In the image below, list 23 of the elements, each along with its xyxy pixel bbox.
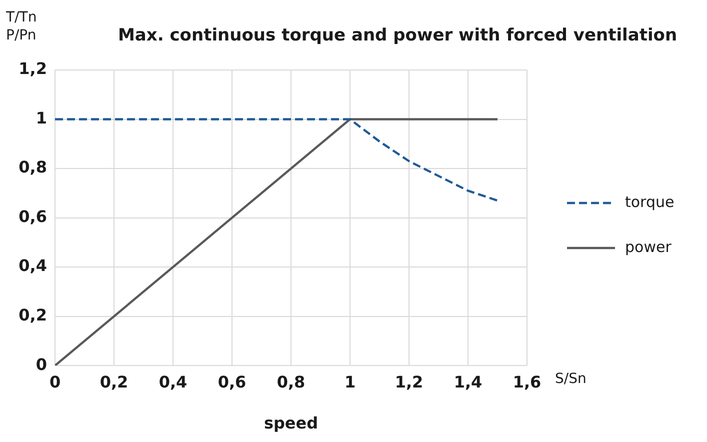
line-series [55,118,499,202]
x-tick-label: 0,8 [276,372,306,392]
text: S/Sn [555,371,586,388]
x-tick-label: 1,2 [394,372,424,392]
x-tick-label: 1 [344,372,356,392]
x-tick-label: 0 [49,372,61,392]
y-tick-label: 0,8 [18,158,47,177]
y-axis-title: T/Tn P/Pn [5,10,37,44]
y-tick-label: 1,2 [18,59,47,78]
x-tick-label: 1,6 [512,372,542,392]
y-tick-label: 1 [36,108,47,128]
y-tick-label: 0,4 [18,256,47,276]
x-tick-label: 0,6 [218,372,246,392]
y-tick-label: 0,2 [18,305,47,324]
x-tick-label: 1,4 [454,372,482,392]
y-tick-label: 0 [36,354,47,374]
y-tick-label: 0,6 [18,206,47,226]
x-axis-title: speed [264,414,318,433]
x-tick-label: 0,2 [100,372,128,392]
legend-label: power [625,238,672,256]
legend-label: torque [625,192,674,211]
x-tick-label: 0,4 [158,372,188,392]
chart-title: Max. continuous torque and power with forced ventilation [118,25,678,46]
